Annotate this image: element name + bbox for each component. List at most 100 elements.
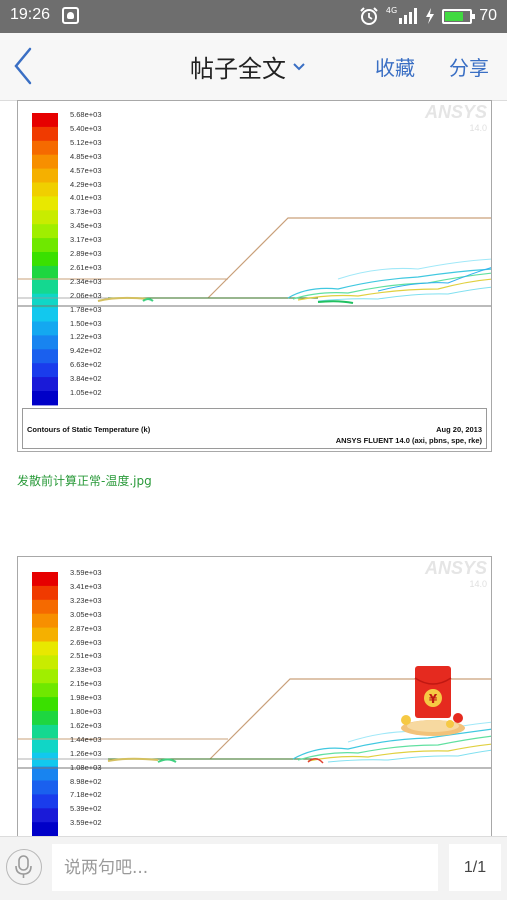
colorbar-label: 2.51e+03 [70, 651, 102, 661]
colorbar-swatch [32, 113, 58, 128]
colorbar-label: 3.05e+03 [70, 609, 102, 619]
colorbar-label: 2.34e+03 [70, 276, 102, 286]
colorbar-label: 9.42e+02 [70, 346, 102, 356]
colorbar-label: 5.12e+03 [70, 137, 102, 147]
image-caption-link[interactable]: 发散前计算正常-温度.jpg [17, 474, 152, 488]
colorbar-label: 3.59e+02 [70, 818, 102, 828]
colorbar-swatch [32, 613, 58, 629]
status-time: 19:26 [10, 6, 51, 23]
colorbar-swatch [32, 822, 58, 837]
colorbar-swatch [32, 669, 58, 684]
colorbar-swatch [32, 599, 58, 615]
colorbar-label: 3.45e+03 [70, 221, 102, 231]
colorbar-swatch [32, 252, 58, 267]
red-packet-button[interactable]: ¥ [398, 664, 468, 738]
colorbar [32, 572, 58, 837]
colorbar-swatch [32, 585, 58, 601]
colorbar-swatch [32, 363, 58, 378]
colorbar-swatch [32, 321, 58, 336]
colorbar-label: 4.57e+03 [70, 165, 102, 175]
colorbar-swatch [32, 627, 58, 642]
colorbar-swatch [32, 641, 58, 656]
colorbar-swatch [32, 182, 58, 197]
colorbar [32, 113, 58, 406]
colorbar-label: 2.69e+03 [70, 637, 102, 647]
status-bar: 19:26 4G 70 [0, 0, 507, 33]
colorbar-swatch [32, 794, 58, 809]
colorbar-swatch [32, 154, 58, 170]
page-indicator-button[interactable]: 1/1 [449, 844, 501, 891]
colorbar-swatch [32, 168, 58, 183]
colorbar-swatch [32, 655, 58, 670]
colorbar-label: 1.50e+03 [70, 318, 102, 328]
post-image-2[interactable]: 3.59e+03 3.41e+03 3.23e+03 3.05e+03 2.87e+03… [17, 556, 492, 846]
battery-level: 70 [479, 7, 497, 24]
colorbar-swatch [32, 377, 58, 392]
colorbar-label: 1.26e+03 [70, 748, 102, 758]
back-button[interactable] [6, 43, 52, 91]
colorbar-swatch [32, 279, 58, 295]
colorbar-label: 1.62e+03 [70, 720, 102, 730]
colorbar-label: 1.22e+03 [70, 332, 102, 342]
colorbar-swatch [32, 293, 58, 309]
nav-bar: 帖子全文 收藏 分享 [0, 33, 507, 101]
footer-title: Contours of Static Temperature (k) [27, 425, 151, 434]
colorbar-label: 2.06e+03 [70, 290, 102, 300]
colorbar-swatch [32, 140, 58, 156]
ansys-logo-2: ANSYS 14.0 [424, 558, 487, 589]
comment-input[interactable] [52, 844, 438, 891]
footer-date: Aug 20, 2013 [436, 425, 482, 434]
colorbar-label: 6.63e+02 [70, 360, 102, 370]
red-envelope-icon: ¥ [401, 666, 465, 736]
colorbar-swatch [32, 210, 58, 225]
svg-text:¥: ¥ [429, 692, 438, 706]
colorbar-label: 1.08e+03 [70, 762, 102, 772]
collect-button[interactable]: 收藏 [375, 56, 415, 80]
signal-icon [399, 8, 418, 24]
colorbar-label: 2.61e+03 [70, 262, 102, 272]
colorbar-swatch [32, 697, 58, 712]
footer-solver: ANSYS FLUENT 14.0 (axi, pbns, spe, rke) [335, 436, 482, 445]
colorbar-label: 4.01e+03 [70, 193, 102, 203]
notification-app-icon [62, 7, 79, 24]
colorbar-label: 2.15e+03 [70, 679, 102, 689]
colorbar-swatch [32, 224, 58, 239]
colorbar-swatch [32, 572, 58, 587]
comment-bar: 1/1 [0, 836, 507, 900]
colorbar-label: 5.68e+03 [70, 110, 102, 119]
post-image-1[interactable]: 5.68e+03 5.40e+03 5.12e+03 4.85e+03 4.57e+03… [17, 100, 492, 452]
share-button[interactable]: 分享 [449, 56, 489, 80]
page-title: 帖子全文 [190, 55, 286, 83]
colorbar-swatch [32, 307, 58, 322]
voice-input-button[interactable] [6, 849, 42, 885]
colorbar-label: 3.73e+03 [70, 207, 102, 217]
colorbar-label: 1.80e+03 [70, 707, 102, 716]
colorbar-swatch [32, 391, 58, 406]
colorbar-label: 3.84e+02 [70, 374, 102, 384]
colorbar-label: 3.17e+03 [70, 235, 102, 245]
contour-plot [18, 113, 491, 406]
chevron-down-icon [293, 62, 305, 70]
colorbar-swatch [32, 265, 58, 281]
colorbar-label: 1.78e+03 [70, 304, 102, 314]
ansys-logo: ANSYS 14.0 [424, 102, 487, 133]
colorbar-label: 2.87e+03 [70, 623, 102, 633]
colorbar-swatch [32, 349, 58, 364]
colorbar-label: 8.98e+02 [70, 776, 102, 786]
figure-footer: Contours of Static Temperature (k) Aug 2… [22, 408, 487, 449]
colorbar-label: 4.29e+03 [70, 179, 102, 189]
colorbar-swatch [32, 711, 58, 726]
colorbar-swatch [32, 752, 58, 768]
colorbar-swatch [32, 780, 58, 795]
colorbar-swatch [32, 724, 58, 740]
colorbar-label: 3.59e+03 [70, 568, 102, 577]
colorbar-swatch [32, 238, 58, 253]
colorbar-swatch [32, 335, 58, 350]
battery-icon [442, 8, 476, 24]
colorbar-label: 5.40e+03 [70, 123, 102, 133]
title-dropdown[interactable]: 帖子全文 [190, 49, 306, 84]
colorbar-swatch [32, 196, 58, 211]
colorbar-label: 1.44e+03 [70, 734, 102, 744]
colorbar-label: 3.23e+03 [70, 595, 102, 605]
colorbar-swatch [32, 766, 58, 781]
